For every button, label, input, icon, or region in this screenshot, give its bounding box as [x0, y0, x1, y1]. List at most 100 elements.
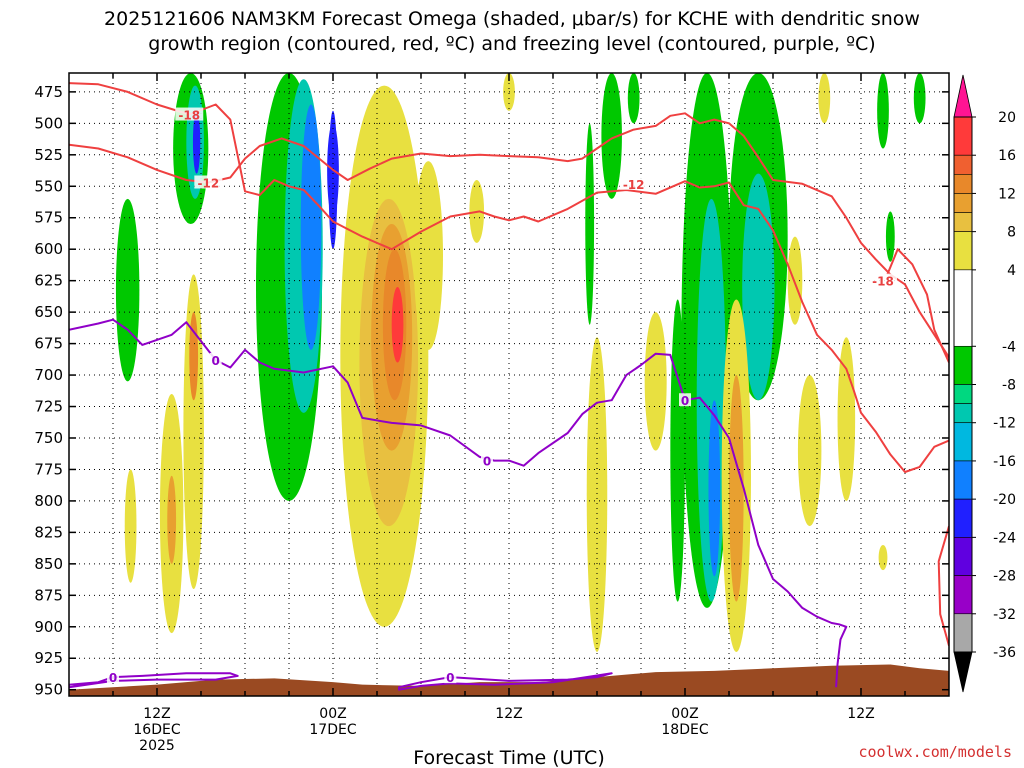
omega-cell-28 — [708, 400, 721, 577]
colorbar-tick-label: 16 — [998, 148, 1016, 164]
isotherm-minus18-label-bg — [175, 107, 204, 121]
isotherm-minus12-corner-line — [937, 525, 949, 646]
isotherm-minus12-label: -12 — [623, 178, 645, 192]
colorbar-bin — [953, 116, 973, 156]
omega-cell-33 — [729, 375, 744, 602]
y-tick-label: 800 — [34, 492, 63, 510]
omega-cell-19 — [124, 469, 137, 583]
omega-cell-6 — [300, 104, 322, 350]
colorbar-bin — [953, 575, 973, 615]
colorbar-bin — [953, 384, 973, 404]
colorbar-bin — [953, 403, 973, 424]
omega-cell-40 — [885, 211, 895, 262]
terrain-fill — [69, 664, 949, 696]
omega-cell-0 — [115, 198, 140, 382]
isotherm-minus18-label: -18 — [178, 109, 200, 123]
freezing-level-low1-label: 0 — [109, 671, 117, 685]
x-tick-label: 00Z — [671, 706, 698, 722]
omega-cell-22 — [586, 337, 608, 652]
y-tick-label: 500 — [34, 114, 63, 132]
colorbar-bin — [953, 231, 973, 271]
isotherm-minus12-label-bg — [194, 175, 223, 189]
omega-cell-24 — [585, 123, 595, 325]
colorbar-tick-label: -24 — [993, 530, 1016, 546]
omega-cell-31 — [601, 73, 622, 199]
terrain — [69, 664, 949, 696]
omega-cell-39 — [913, 73, 926, 124]
colorbar-bottom-arrow — [953, 651, 973, 693]
isotherm-minus12-label-bg — [619, 176, 648, 190]
x-tick-label: 12Z — [143, 706, 170, 722]
isotherm-minus12-line — [69, 112, 949, 358]
y-axis: 475 500 525 550 575 600 625 650 675 700 725 750 775 8… — [34, 83, 949, 699]
y-tick-label: 600 — [34, 240, 63, 258]
colorbar-tick-label: -36 — [993, 645, 1016, 661]
colorbar-tick-label: -20 — [993, 492, 1016, 508]
omega-cell-14 — [391, 286, 404, 363]
omega-cell-34 — [797, 375, 822, 527]
x-tick-label: 12Z — [847, 706, 874, 722]
x-tick-label: 17DEC — [309, 722, 356, 738]
y-tick-label: 750 — [34, 429, 63, 447]
omega-cell-16 — [189, 312, 199, 401]
isotherm-minus18-label-bg — [869, 273, 897, 287]
x-tick-label: 18DEC — [661, 722, 708, 738]
freezing-level-label-bg — [481, 453, 493, 467]
colorbar-tick-label: -12 — [993, 416, 1016, 432]
plot-area: -12 -12 -18 -18 0 0 0 0 0 — [69, 73, 949, 696]
colorbar-tick-label: -4 — [1002, 339, 1016, 355]
colorbar-bin — [953, 460, 973, 500]
y-tick-label: 575 — [34, 209, 63, 227]
contour-lines: -12 -12 -18 -18 0 0 0 0 0 — [69, 82, 949, 691]
isotherm-minus12-right-line — [886, 248, 949, 363]
omega-cell-15 — [183, 274, 204, 590]
y-tick-label: 525 — [34, 146, 63, 164]
omega-cell-23 — [644, 312, 667, 451]
colorbar-bin — [953, 537, 973, 576]
colorbar-bin — [953, 345, 973, 385]
y-tick-label: 950 — [34, 681, 63, 699]
colorbar-bin — [953, 154, 973, 175]
x-tick-label: 12Z — [495, 706, 522, 722]
omega-cell-20 — [413, 161, 444, 350]
chart-title-line-1: 2025121606 NAM3KM Forecast Omega (shaded… — [104, 8, 920, 30]
omega-cell-30 — [742, 173, 775, 401]
y-tick-label: 625 — [34, 272, 63, 290]
colorbar-bin — [953, 193, 973, 213]
colorbar-tick-label: -8 — [1002, 378, 1016, 394]
y-tick-label: 475 — [34, 83, 63, 101]
colorbar-bin — [953, 613, 973, 653]
x-axis-title: Forecast Time (UTC) — [413, 747, 604, 768]
freezing-level-low1-label-bg — [107, 670, 119, 684]
colorbar-bin — [953, 212, 973, 232]
freezing-level-label-bg — [679, 393, 691, 407]
freezing-level-label: 0 — [483, 455, 491, 469]
freezing-level-low2-label-bg — [444, 670, 457, 684]
isotherm-minus12-label: -12 — [197, 176, 219, 190]
colorbar-tick-label: 20 — [998, 110, 1016, 126]
colorbar-tick-label: -28 — [993, 569, 1016, 585]
y-tick-label: 925 — [34, 649, 63, 667]
freezing-level-label: 0 — [211, 354, 219, 368]
y-tick-label: 700 — [34, 366, 63, 384]
y-tick-label: 825 — [34, 523, 63, 541]
colorbar-tick-label: -32 — [993, 607, 1016, 623]
y-tick-label: 775 — [34, 460, 63, 478]
isotherm-minus18-line — [69, 82, 949, 473]
y-tick-label: 675 — [34, 335, 63, 353]
freezing-level-line — [69, 318, 848, 688]
omega-cell-41 — [627, 73, 640, 124]
freezing-level-label: 0 — [681, 394, 689, 408]
y-tick-label: 875 — [34, 586, 63, 604]
omega-cell-38 — [877, 73, 889, 149]
colorbar-tick-label: 12 — [998, 186, 1016, 202]
colorbar: 20 16 12 8 4 -4 -8 -12 -16 -20 -24 -28 -32 -36 — [953, 74, 1016, 693]
colorbar-tick-label: 8 — [1007, 225, 1016, 241]
isotherm-minus18-label: -18 — [872, 275, 894, 289]
colorbar-bin — [953, 174, 973, 194]
colorbar-bin — [953, 498, 973, 538]
y-tick-label: 550 — [34, 177, 63, 195]
colorbar-top-arrow — [953, 74, 973, 118]
